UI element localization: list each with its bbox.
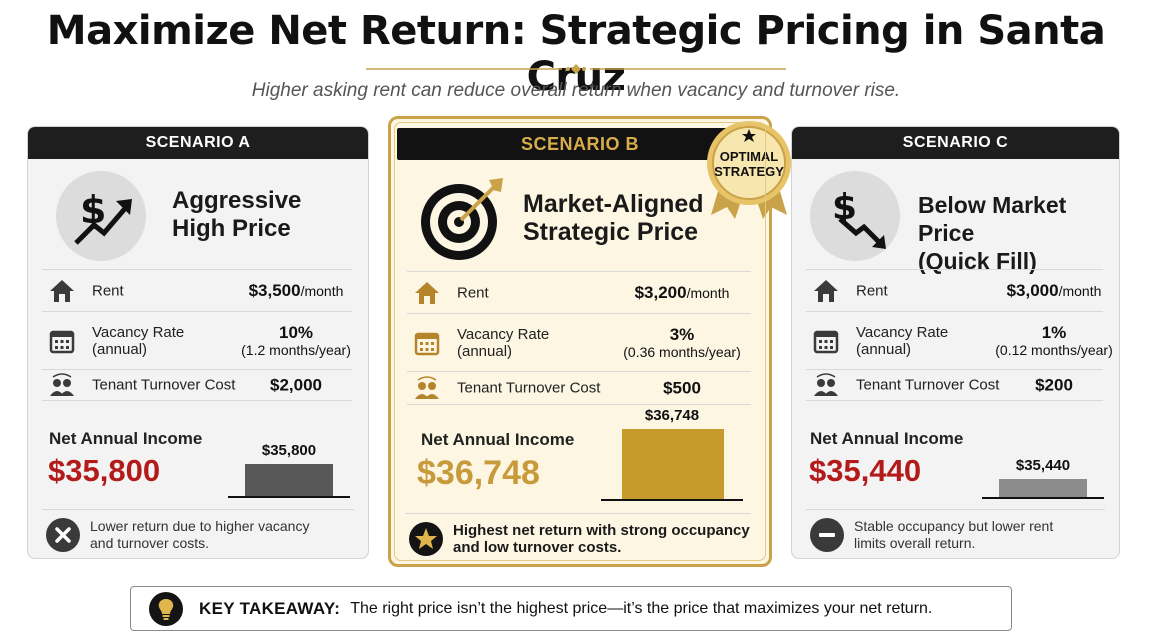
calendar-icon xyxy=(813,330,839,353)
turnover-value: $500 xyxy=(663,378,701,398)
scenario-c-card: SCENARIO C $ Below Market Price (Quick F… xyxy=(791,126,1120,559)
rent-label: Rent xyxy=(457,284,489,301)
scenario-b-note: Highest net return with strong occupancy… xyxy=(405,513,751,563)
income-value: $35,800 xyxy=(48,453,161,488)
page-title: Maximize Net Return: Strategic Pricing i… xyxy=(46,8,1106,100)
badge-line2: STRATEGY xyxy=(714,164,784,179)
house-icon xyxy=(50,279,74,302)
income-label: Net Annual Income xyxy=(810,429,964,448)
scenario-c-title: Below Market Price (Quick Fill) xyxy=(918,192,1067,274)
turnover-label: Tenant Turnover Cost xyxy=(457,379,601,397)
bar-value-label: $35,440 xyxy=(1015,457,1071,474)
vacancy-label: Vacancy Rate (annual) xyxy=(457,325,550,360)
bar-baseline xyxy=(982,497,1104,499)
badge-line1: OPTIMAL xyxy=(719,149,779,164)
dollar-trend-up-icon: $ xyxy=(56,171,146,261)
x-circle-icon xyxy=(46,517,80,552)
vacancy-value: 3% (0.36 months/year) xyxy=(623,324,741,360)
rent-row: Rent $3,500/month xyxy=(42,269,352,311)
rent-value: $3,200/month xyxy=(634,282,730,302)
income-label: Net Annual Income xyxy=(421,430,575,449)
lightbulb-icon xyxy=(149,591,183,626)
key-takeaway-box: KEY TAKEAWAY: The right price isn’t the … xyxy=(130,586,1012,631)
income-bar-chart: $35,800 xyxy=(228,412,350,498)
ribbon-medal-icon xyxy=(707,121,791,219)
vacancy-value: 10% (1.2 months/year) xyxy=(241,322,351,358)
rent-row: Rent $3,000/month xyxy=(806,269,1103,311)
scenario-b-header: SCENARIO B xyxy=(397,128,763,160)
takeaway-heading: KEY TAKEAWAY: xyxy=(199,598,341,618)
vacancy-row: Vacancy Rate (annual) 3% (0.36 months/ye… xyxy=(407,313,751,371)
title-divider xyxy=(366,64,786,74)
minus-circle-icon xyxy=(810,517,844,552)
rent-value: $3,500/month xyxy=(248,280,344,300)
bar-baseline xyxy=(601,499,743,501)
note-text: Stable occupancy but lower rent limits o… xyxy=(854,517,1054,551)
vacancy-row: Vacancy Rate (annual) 10% (1.2 months/ye… xyxy=(42,311,352,369)
income-value: $35,440 xyxy=(809,453,922,488)
target-arrow-icon xyxy=(417,172,507,262)
scenario-a-title: Aggressive High Price xyxy=(172,187,302,242)
turnover-row: Tenant Turnover Cost $200 xyxy=(806,369,1103,401)
note-text: Highest net return with strong occupancy… xyxy=(453,521,750,556)
calendar-icon xyxy=(414,332,440,355)
vacancy-label: Vacancy Rate (annual) xyxy=(92,323,185,358)
page-subtitle: Higher asking rent can reduce overall re… xyxy=(251,80,901,101)
scenario-a-header: SCENARIO A xyxy=(28,127,368,159)
vacancy-label: Vacancy Rate (annual) xyxy=(856,323,949,358)
income-bar xyxy=(622,429,724,499)
turnover-row: Tenant Turnover Cost $500 xyxy=(407,371,751,405)
scenario-c-note: Stable occupancy but lower rent limits o… xyxy=(806,509,1105,558)
income-bar xyxy=(999,479,1087,497)
scenario-a-card: SCENARIO A $ Aggressive High Price Rent … xyxy=(27,126,369,559)
vacancy-row: Vacancy Rate (annual) 1% (0.12 months/ye… xyxy=(806,311,1113,369)
scenario-b-title: Market-Aligned Strategic Price xyxy=(523,190,704,246)
turnover-value: $200 xyxy=(1035,375,1073,395)
income-bar-chart: $36,748 xyxy=(601,404,743,501)
scenario-a-note: Lower return due to higher vacancy and t… xyxy=(42,509,354,558)
bar-value-label: $35,800 xyxy=(261,442,317,459)
tenant-turnover-icon xyxy=(50,373,74,396)
bar-baseline xyxy=(228,496,350,498)
note-text: Lower return due to higher vacancy and t… xyxy=(90,517,310,551)
scenario-b-card: SCENARIO B Market-Aligned Strategic Pric… xyxy=(388,116,791,567)
dollar-trend-down-icon: $ xyxy=(810,171,900,261)
optimal-strategy-badge: OPTIMAL STRATEGY xyxy=(703,119,795,219)
calendar-icon xyxy=(49,330,75,353)
tenant-turnover-icon xyxy=(814,373,838,396)
turnover-value: $2,000 xyxy=(270,375,322,395)
vacancy-value: 1% (0.12 months/year) xyxy=(995,322,1113,358)
tenant-turnover-icon xyxy=(415,376,439,399)
takeaway-text: The right price isn’t the highest price—… xyxy=(350,599,933,617)
income-label: Net Annual Income xyxy=(49,429,203,448)
rent-row: Rent $3,200/month xyxy=(407,271,751,313)
scenario-c-header: SCENARIO C xyxy=(792,127,1119,159)
turnover-row: Tenant Turnover Cost $2,000 xyxy=(42,369,352,401)
income-value: $36,748 xyxy=(417,454,540,492)
rent-value: $3,000/month xyxy=(1006,280,1102,300)
star-circle-icon xyxy=(409,521,443,556)
income-bar xyxy=(245,464,333,496)
rent-label: Rent xyxy=(92,282,124,299)
rent-label: Rent xyxy=(856,282,888,299)
turnover-label: Tenant Turnover Cost xyxy=(856,376,1000,394)
turnover-label: Tenant Turnover Cost xyxy=(92,376,236,394)
income-bar-chart: $35,440 xyxy=(982,415,1104,499)
house-icon xyxy=(415,281,439,304)
bar-value-label: $36,748 xyxy=(644,407,700,424)
house-icon xyxy=(814,279,838,302)
